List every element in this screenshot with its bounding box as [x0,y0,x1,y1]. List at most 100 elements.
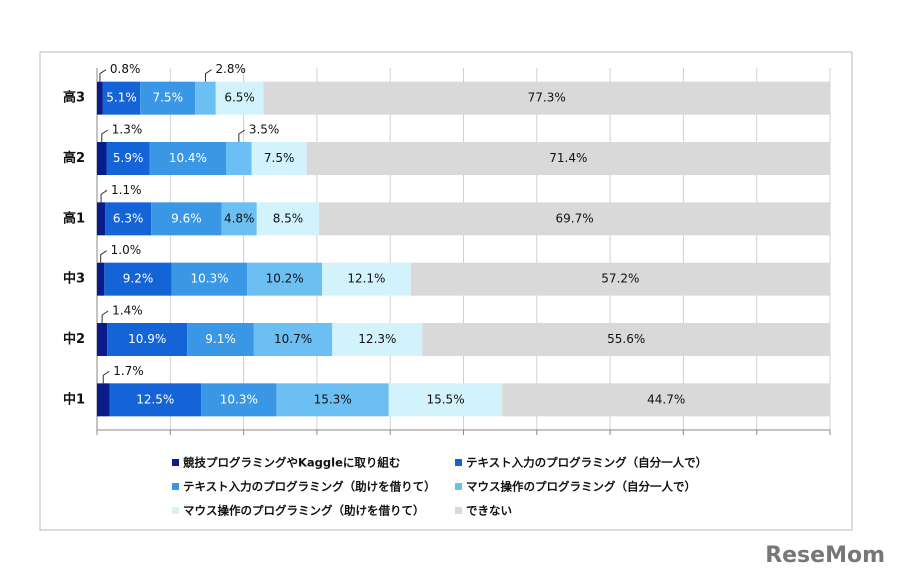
value-label: 9.2% [123,272,154,286]
value-label: 15.3% [314,392,352,406]
y-tick-label: 中1 [63,391,85,407]
leader-line [102,370,110,384]
value-label: 4.8% [224,211,255,225]
value-label: 1.1% [111,183,141,197]
bar-segment [388,383,503,417]
bar-segment [221,202,257,236]
value-label: 1.3% [112,123,142,137]
value-label: 1.0% [111,243,142,257]
value-label: 7.5% [264,151,295,165]
value-label: 9.6% [171,211,202,225]
value-label: 55.6% [607,332,645,346]
bar-segment [105,202,152,236]
value-label: 6.3% [113,211,144,225]
leader-line [100,250,107,263]
bar-segment [422,323,830,356]
value-label: 77.3% [528,91,566,105]
value-label: 3.5% [249,123,280,137]
value-label: 9.1% [205,332,236,346]
value-label: 12.1% [347,272,385,286]
legend-swatch [455,483,462,490]
legend-label: マウス操作のプログラミング（自分一人で） [466,480,696,494]
bar-segment [106,142,150,175]
value-label: 12.3% [358,332,396,346]
leader-line [101,310,109,323]
bar-segment [319,202,830,236]
bar-segment [171,262,248,296]
value-label: 7.5% [152,91,183,105]
value-label: 0.8% [110,62,141,76]
leader-line [99,69,107,82]
bar-segment [97,142,107,175]
legend-swatch [172,483,179,490]
bar-segment [149,142,227,175]
legend-label: テキスト入力のプログラミング（自分一人で） [466,456,707,470]
legend-label: テキスト入力のプログラミング（助けを借りて） [183,480,436,494]
bar-segment [247,262,323,296]
value-label: 1.4% [112,304,143,318]
bar-segment [201,383,277,417]
legend-swatch [172,459,179,466]
bar-segment [410,262,830,296]
y-tick-label: 中3 [63,271,85,287]
value-label: 1.7% [113,364,144,378]
bar-segment [102,81,141,115]
bar-segment [97,323,108,356]
value-label: 8.5% [273,211,304,225]
leader-line [204,69,212,82]
value-label: 5.9% [113,151,144,165]
y-tick-label: 中2 [63,331,85,347]
bar-segment [97,262,105,296]
value-label: 10.7% [274,332,312,346]
y-tick-label: 高2 [63,150,85,166]
value-label: 57.2% [601,272,639,286]
bar-segment [187,323,254,356]
leader-line [238,129,246,142]
value-label: 10.2% [266,272,304,286]
value-label: 15.5% [426,392,464,406]
leader-line [100,189,108,203]
bar-segment [332,323,423,356]
value-label: 2.8% [215,62,246,76]
value-label: 10.3% [220,392,258,406]
bar-segment [215,81,264,115]
bar-segment [151,202,222,236]
value-label: 12.5% [136,392,174,406]
bar-segment [109,383,202,417]
y-tick-label: 高1 [63,210,85,226]
bar-segment [107,323,188,356]
legend-label: マウス操作のプログラミング（助けを借りて） [183,504,425,518]
bar-segment [195,81,216,115]
value-label: 5.1% [106,91,137,105]
bar-segment [502,383,830,417]
legend-label: 競技プログラミングやKaggleに取り組む [183,456,400,470]
bar-segment [276,383,389,417]
bar-segment [251,142,307,175]
bar-segment [97,202,106,236]
legend-swatch [455,459,462,466]
value-label: 44.7% [647,392,685,406]
bar-segment [97,81,103,115]
value-label: 10.3% [190,272,228,286]
logo: ReseMom [765,543,885,568]
bar-segment [253,323,333,356]
y-tick-label: 高3 [63,90,85,106]
bar-segment [104,262,172,296]
legend-swatch [172,507,179,514]
value-label: 10.9% [128,332,166,346]
bar-segment [256,202,320,236]
value-label: 6.5% [224,91,255,105]
bar-segment [306,142,830,175]
bar-segment [97,383,110,417]
bar-segment [263,81,830,115]
value-label: 10.4% [169,151,207,165]
legend-label: できない [466,504,512,518]
leader-line [101,129,109,142]
bar-segment [322,262,411,296]
bar-segment [140,81,196,115]
legend-swatch [455,507,462,514]
value-label: 71.4% [549,151,587,165]
bar-segment [226,142,252,175]
